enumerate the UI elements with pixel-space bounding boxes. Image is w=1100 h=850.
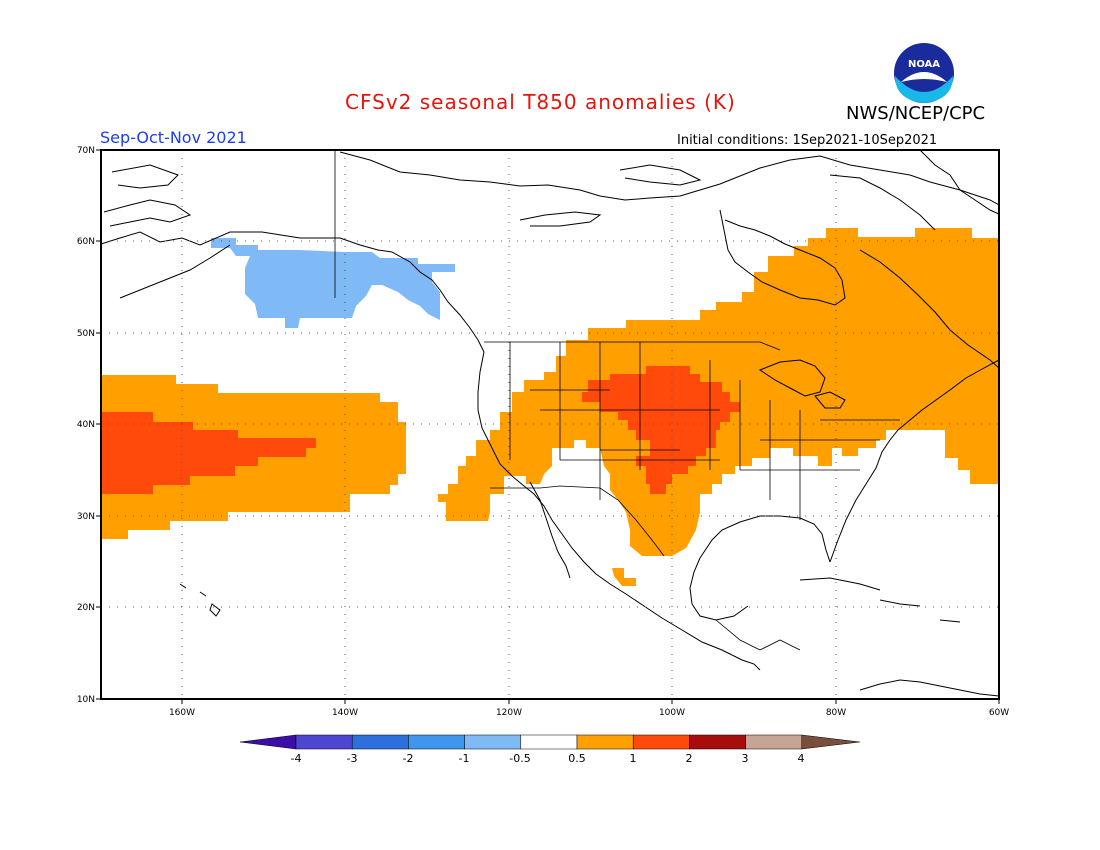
colorbar-segment bbox=[351, 734, 409, 750]
colorbar-label: 1 bbox=[630, 752, 637, 765]
cold-anomaly-gulf-of-alaska bbox=[211, 238, 455, 328]
longitude-labels: 160W 140W 120W 100W 80W 60W bbox=[169, 708, 1009, 718]
political-borders bbox=[334, 150, 900, 651]
lon-label: 160W bbox=[169, 708, 195, 718]
colorbar-segment bbox=[408, 734, 465, 750]
colorbar-segment bbox=[464, 734, 522, 750]
colorbar-segment bbox=[632, 734, 690, 750]
colorbar-segment bbox=[745, 734, 803, 750]
colorbar-label: -2 bbox=[403, 752, 414, 765]
lat-label: 60N bbox=[77, 237, 95, 247]
agency-label: NWS/NCEP/CPC bbox=[846, 103, 986, 124]
colorbar-low-arrow bbox=[239, 734, 297, 750]
lon-label: 100W bbox=[659, 708, 685, 718]
season-label: Sep-Oct-Nov 2021 bbox=[100, 128, 247, 147]
colorbar-label: 2 bbox=[686, 752, 693, 765]
chart-title: CFSv2 seasonal T850 anomalies (K) bbox=[345, 90, 736, 114]
colorbar-segment bbox=[689, 734, 746, 750]
lon-label: 60W bbox=[989, 708, 1009, 718]
noaa-logo: NOAA bbox=[894, 43, 954, 103]
colorbar-segment bbox=[520, 734, 578, 750]
lat-label: 40N bbox=[77, 420, 95, 430]
latitude-labels: 70N 60N 50N 40N 30N 20N 10N bbox=[77, 146, 95, 705]
colorbar-high-arrow bbox=[801, 734, 860, 750]
colorbar bbox=[239, 734, 860, 750]
graticule bbox=[101, 150, 999, 699]
colorbar-label: 3 bbox=[742, 752, 749, 765]
colorbar-segment bbox=[576, 734, 634, 750]
colorbar-label: -0.5 bbox=[509, 752, 530, 765]
colorbar-label: 4 bbox=[798, 752, 805, 765]
colorbar-segment bbox=[295, 734, 353, 750]
lon-label: 140W bbox=[332, 708, 358, 718]
lat-label: 30N bbox=[77, 512, 95, 522]
lat-label: 50N bbox=[77, 329, 95, 339]
strong-warm-anomaly-pacific bbox=[101, 412, 316, 494]
colorbar-label: -3 bbox=[347, 752, 358, 765]
lon-label: 80W bbox=[826, 708, 846, 718]
colorbar-labels: -4 -3 -2 -1 -0.5 0.5 1 2 3 4 bbox=[291, 752, 805, 765]
warm-anomaly-mexico-fragment bbox=[612, 568, 636, 586]
colorbar-label: -1 bbox=[459, 752, 470, 765]
strong-warm-anomaly-central-us bbox=[582, 366, 740, 494]
coastlines bbox=[101, 150, 999, 697]
colorbar-label: -4 bbox=[291, 752, 302, 765]
lon-label: 120W bbox=[496, 708, 522, 718]
lat-label: 20N bbox=[77, 603, 95, 613]
initial-conditions-label: Initial conditions: 1Sep2021-10Sep2021 bbox=[677, 133, 938, 148]
lat-label: 70N bbox=[77, 146, 95, 156]
noaa-logo-text: NOAA bbox=[908, 59, 940, 70]
lat-label: 10N bbox=[77, 695, 95, 705]
colorbar-label: 0.5 bbox=[568, 752, 586, 765]
